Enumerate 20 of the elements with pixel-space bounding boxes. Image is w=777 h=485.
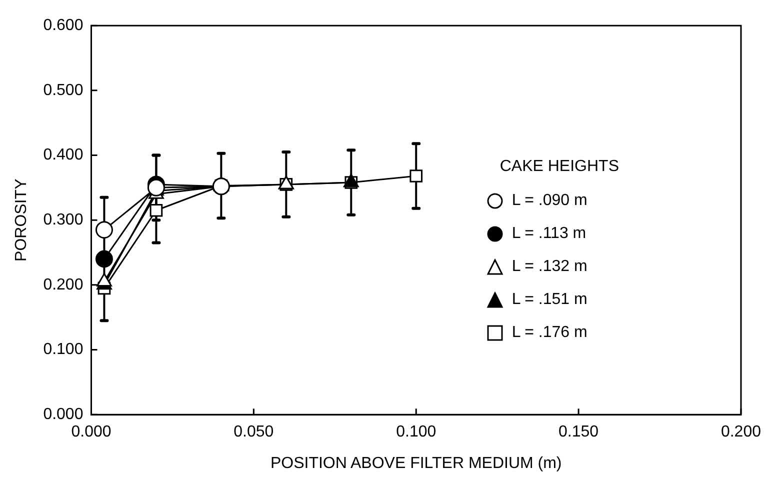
legend-label: L = .151 m bbox=[512, 290, 588, 308]
x-tick-label: 0.050 bbox=[234, 424, 274, 441]
x-axis-title: POSITION ABOVE FILTER MEDIUM (m) bbox=[270, 454, 562, 472]
legend-label: L = .132 m bbox=[512, 258, 588, 276]
y-tick-label: 0.100 bbox=[43, 341, 84, 358]
legend-label: L = .113 m bbox=[512, 224, 586, 242]
y-tick-label: 0.500 bbox=[43, 82, 84, 99]
x-tick-label: 0.200 bbox=[720, 424, 762, 441]
y-axis-title: POROSITY bbox=[13, 178, 30, 262]
x-tick-label: 0.100 bbox=[396, 424, 436, 441]
y-tick-label: 0.300 bbox=[43, 212, 84, 229]
y-tick-label: 0.600 bbox=[43, 17, 84, 34]
y-tick-label: 0.200 bbox=[43, 276, 84, 294]
y-tick-label: 0.000 bbox=[43, 406, 84, 424]
legend-label: L = .176 m bbox=[512, 324, 588, 342]
x-tick-label: 0.150 bbox=[558, 424, 599, 441]
y-tick-label: 0.400 bbox=[43, 146, 84, 164]
legend-label: L = .090 m bbox=[512, 192, 588, 210]
legend-title: CAKE HEIGHTS bbox=[500, 158, 619, 176]
x-tick-label: 0.000 bbox=[71, 424, 112, 441]
